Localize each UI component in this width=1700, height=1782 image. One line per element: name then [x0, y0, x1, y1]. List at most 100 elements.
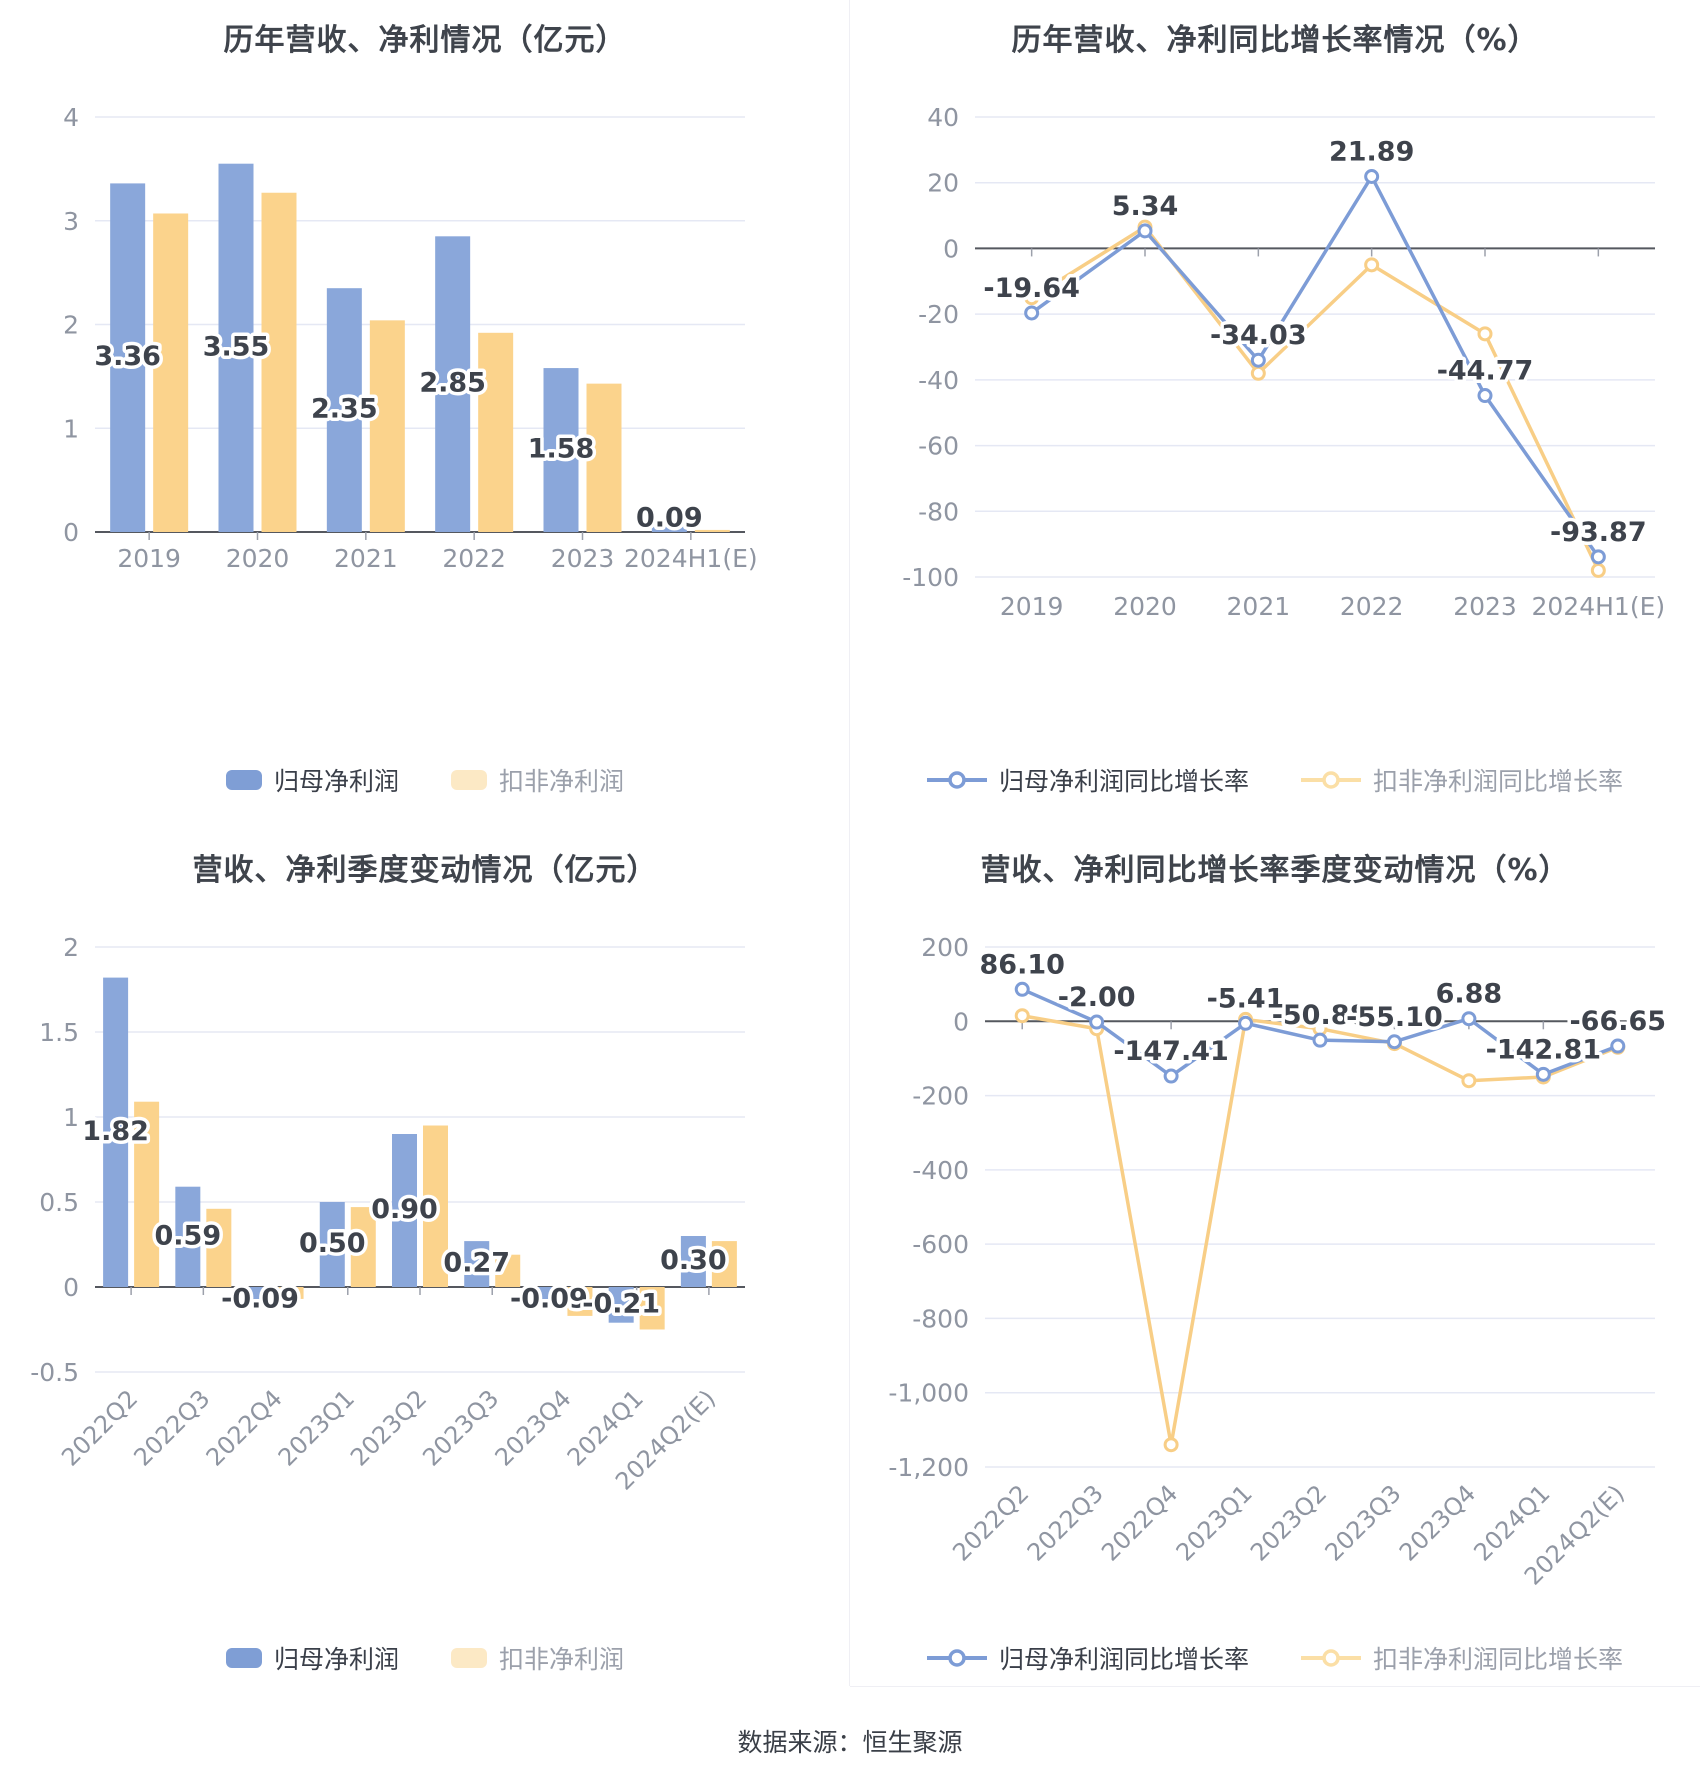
quarterly-growth-line-chart: 2000-200-400-600-800-1,000-1,2002022Q220…	[888, 933, 1669, 1591]
data-point-marker	[1014, 981, 1030, 997]
x-category-label: 2022Q2	[56, 1384, 143, 1471]
top-charts-row: 历年营收、净利情况（亿元） 4 3 2 1 0 2019 2020 2021 2022 2023 2…	[0, 0, 1700, 812]
data-point-marker	[1163, 1068, 1179, 1084]
data-label: -34.03	[1210, 320, 1307, 351]
legend-label: 扣非净利润同比增长率	[1373, 1645, 1624, 1674]
data-label: -0.09	[221, 1284, 299, 1315]
legend-item-归母净利润[interactable]: 归母净利润	[225, 1640, 399, 1676]
bar-归母净利润-2019	[110, 183, 146, 532]
legend-swatch-icon	[225, 770, 262, 790]
x-category-label: 2019	[1000, 592, 1064, 621]
bar-归母净利润-2022Q3	[175, 1186, 201, 1287]
legend-line-marker-icon	[1301, 1649, 1361, 1667]
data-label: 0.09	[636, 503, 703, 534]
x-category-label: 2023	[1453, 592, 1517, 621]
bar-归母净利润-2020	[218, 163, 254, 532]
bar-扣非净利润-2024Q1	[639, 1287, 665, 1330]
bar-扣非净利润-2023Q2	[423, 1125, 448, 1287]
chart-panel-quarterly-values: 营收、净利季度变动情况（亿元） 2 1.5 1 0.5 0 -0.5 2022Q2 2022Q…	[0, 812, 850, 1700]
legend-item-扣非净利润同比增长率[interactable]: 扣非净利润同比增长率	[1301, 1640, 1623, 1676]
y-tick-label: 0	[943, 234, 959, 263]
data-point-marker	[1024, 305, 1040, 321]
bar-扣非净利润-2022Q2	[134, 1101, 160, 1287]
x-category-label: 2022	[442, 544, 506, 573]
y-tick-label: 0	[63, 1273, 79, 1302]
bar-扣非净利润-2021	[369, 320, 405, 532]
y-tick-label: 20	[927, 169, 959, 198]
x-category-label: 2020	[226, 544, 290, 573]
bar-归母净利润-2022Q2	[103, 977, 129, 1287]
data-point-marker	[1461, 1011, 1477, 1027]
data-point-marker	[1610, 1038, 1626, 1054]
data-label: 0.27	[443, 1248, 510, 1279]
data-label: -19.64	[983, 273, 1080, 304]
x-category-label: 2022Q2	[947, 1479, 1034, 1566]
legend-ring	[948, 1649, 966, 1667]
data-label: 86.10	[980, 949, 1065, 980]
y-tick-label: 4	[63, 103, 79, 132]
data-label: -2.00	[1058, 982, 1136, 1013]
data-label: 0.30	[660, 1245, 727, 1276]
bar-归母净利润-2024H1(E)	[651, 522, 687, 532]
y-tick-label: 0	[63, 518, 79, 547]
data-label: -142.81	[1486, 1034, 1601, 1065]
data-source: 数据来源：恒生聚源	[737, 1728, 963, 1757]
bar-扣非净利润-2024H1(E)	[694, 529, 730, 532]
data-label: -93.87	[1550, 517, 1647, 548]
data-label: -5.41	[1207, 983, 1285, 1014]
x-category-label: 2021	[334, 544, 398, 573]
x-category-label: 2022	[1340, 592, 1404, 621]
y-tick-label: 200	[921, 933, 969, 962]
bar-扣非净利润-2023Q1	[350, 1207, 376, 1287]
legend-swatch-icon	[451, 1648, 487, 1668]
data-point-marker	[1477, 326, 1493, 342]
bar-归母净利润-2021	[326, 288, 362, 532]
bar-归母净利润-2024Q1	[608, 1287, 634, 1323]
data-point-marker	[1477, 388, 1493, 404]
legend-item-扣非净利润[interactable]: 扣非净利润	[451, 762, 624, 798]
data-label: 6.88	[1436, 979, 1503, 1010]
legend-label: 归母净利润同比增长率	[998, 767, 1249, 796]
x-category-label: 2022Q3	[1022, 1479, 1109, 1566]
legend-ring	[1322, 771, 1340, 789]
data-point-marker	[1590, 562, 1606, 578]
legend-item-扣非净利润[interactable]: 扣非净利润	[451, 1640, 624, 1676]
bar-归母净利润-2023Q3	[464, 1241, 490, 1287]
legend-label: 扣非净利润	[499, 767, 625, 796]
data-point-marker	[1238, 1015, 1254, 1031]
data-point-marker	[1461, 1073, 1477, 1089]
legend-annual-growth: 归母净利润同比增长率 扣非净利润同比增长率	[850, 762, 1700, 798]
data-point-marker	[1312, 1032, 1328, 1048]
x-category-label: 2023Q2	[1245, 1479, 1332, 1566]
data-point-marker	[1364, 257, 1380, 273]
chart-panel-annual-values: 历年营收、净利情况（亿元） 4 3 2 1 0 2019 2020 2021 2022 2023 2…	[0, 0, 850, 812]
bar-扣非净利润-2022Q3	[206, 1208, 232, 1287]
x-category-label: 2023Q1	[273, 1384, 360, 1471]
x-category-label: 2022Q4	[201, 1384, 288, 1471]
data-label: 3.55	[203, 331, 270, 362]
data-label: -44.77	[1437, 356, 1534, 387]
quarterly-values-bar-chart: 21.510.50-0.52022Q22022Q32022Q42023Q1202…	[30, 933, 745, 1496]
bar-归母净利润-2023	[543, 368, 579, 532]
bar-扣非净利润-2023Q3	[495, 1254, 521, 1287]
y-tick-label: -400	[912, 1156, 969, 1185]
data-label: -50.88	[1272, 1000, 1369, 1031]
legend-line-marker-icon	[1301, 771, 1361, 789]
data-label: -0.09	[510, 1284, 588, 1315]
bar-扣非净利润-2022	[478, 332, 514, 532]
legend-item-归母净利润同比增长率[interactable]: 归母净利润同比增长率	[926, 762, 1249, 798]
y-tick-label: 2	[63, 933, 79, 962]
chart-panel-quarterly-growth: 营收、净利同比增长率季度变动情况（%） 200 0 -200 -400 -600 -800…	[850, 812, 1700, 1700]
legend-ring	[948, 771, 966, 789]
legend-item-归母净利润同比增长率[interactable]: 归母净利润同比增长率	[926, 1640, 1249, 1676]
line-归母净利润同比增长率	[1030, 174, 1600, 558]
data-point-marker	[1024, 290, 1040, 306]
y-tick-label: -800	[912, 1304, 969, 1333]
legend-item-扣非净利润同比增长率[interactable]: 扣非净利润同比增长率	[1301, 762, 1623, 798]
x-category-label: 2023Q1	[1171, 1479, 1258, 1566]
data-point-marker	[1163, 1437, 1179, 1453]
legend-item-归母净利润[interactable]: 归母净利润	[225, 762, 399, 798]
data-point-marker	[1386, 1034, 1402, 1050]
x-category-label: 2022Q4	[1096, 1479, 1183, 1566]
data-label: 1.58	[528, 434, 595, 465]
